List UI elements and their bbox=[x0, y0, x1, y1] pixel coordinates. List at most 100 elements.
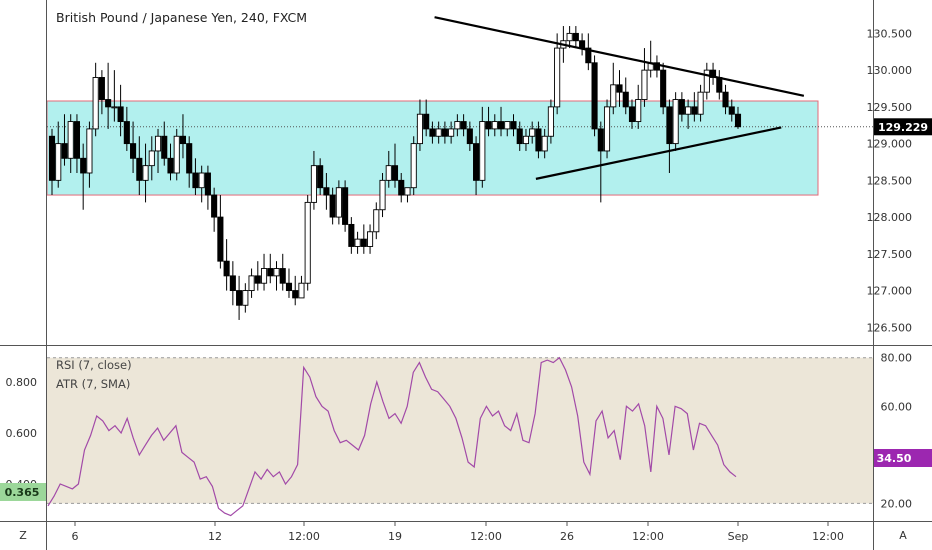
price-tick-label: 129.500 bbox=[867, 101, 913, 114]
candle-body bbox=[117, 106, 124, 123]
candle-body bbox=[597, 128, 604, 152]
candle-series bbox=[48, 26, 742, 320]
rsi-value-label: 34.50 bbox=[877, 452, 912, 465]
candle-body bbox=[734, 113, 742, 128]
candle-body bbox=[292, 290, 299, 299]
candle-body bbox=[111, 106, 118, 109]
timezone-button[interactable]: Z bbox=[19, 529, 27, 542]
candle-body bbox=[273, 268, 280, 277]
candle-body bbox=[535, 128, 542, 152]
candle-body bbox=[198, 172, 205, 189]
candle-body bbox=[342, 187, 349, 225]
time-tick-label: 12:00 bbox=[288, 530, 320, 543]
price-tick-label: 129.000 bbox=[867, 138, 913, 151]
candle-body bbox=[491, 121, 498, 130]
candle-body bbox=[260, 268, 268, 284]
candle-body bbox=[204, 172, 211, 196]
candle-body bbox=[80, 157, 87, 174]
price-tick-label: 127.500 bbox=[867, 248, 913, 261]
last-price-tag: 129.229 bbox=[874, 118, 932, 136]
price-tick-label: 130.000 bbox=[867, 64, 913, 77]
candle-body bbox=[148, 150, 155, 167]
candle-body bbox=[410, 143, 417, 189]
candle-body bbox=[173, 135, 180, 174]
candle-body bbox=[236, 290, 243, 306]
price-axis[interactable]: 130.500 130.000 129.500 129.000 128.500 128.0… bbox=[867, 27, 913, 334]
candle-body bbox=[154, 135, 162, 152]
indicator-tick-label: 20.00 bbox=[881, 497, 913, 510]
candle-body bbox=[130, 143, 137, 159]
candle-body bbox=[466, 128, 473, 145]
main-pane[interactable]: British Pound / Japanese Yen, 240, FXCM bbox=[46, 10, 873, 320]
candle-body bbox=[554, 47, 561, 108]
price-tick-label: 130.500 bbox=[867, 27, 913, 40]
candle-body bbox=[672, 99, 679, 145]
trend-line[interactable] bbox=[434, 16, 805, 97]
trend-lines[interactable] bbox=[434, 16, 805, 180]
candle-body bbox=[310, 165, 317, 203]
candle-body bbox=[448, 128, 455, 137]
indicator-tick-label: 60.00 bbox=[881, 400, 913, 413]
indicator-pane[interactable]: RSI (7, close) ATR (7, SMA) bbox=[47, 356, 873, 517]
candle-body bbox=[460, 121, 467, 130]
candle-body bbox=[367, 231, 374, 247]
candle-body bbox=[547, 106, 554, 137]
time-tick-label: 12:00 bbox=[470, 530, 502, 543]
candle-body bbox=[603, 106, 611, 152]
candle-body bbox=[660, 69, 667, 108]
candle-body bbox=[167, 157, 174, 174]
candle-body bbox=[317, 165, 324, 189]
candle-body bbox=[67, 121, 74, 159]
rsi-legend[interactable]: RSI (7, close) bbox=[56, 358, 132, 372]
candle-body bbox=[685, 106, 692, 115]
candle-body bbox=[504, 121, 511, 130]
candle-body bbox=[454, 121, 461, 130]
candle-body bbox=[566, 32, 573, 42]
candle-body bbox=[105, 99, 112, 108]
candle-body bbox=[398, 179, 405, 196]
candle-body bbox=[485, 121, 492, 130]
price-tick-label: 128.500 bbox=[867, 174, 913, 187]
time-tick-label: 6 bbox=[72, 530, 79, 543]
last-price-label: 129.229 bbox=[878, 121, 928, 134]
candle-body bbox=[473, 143, 480, 181]
candle-body bbox=[379, 179, 386, 211]
auto-scale-button[interactable]: A bbox=[899, 529, 907, 542]
time-axis[interactable]: 6 12 12:00 19 12:00 26 12:00 Sep 12:00 bbox=[72, 522, 844, 543]
candle-body bbox=[86, 128, 93, 174]
candle-body bbox=[55, 143, 62, 181]
candle-body bbox=[585, 47, 592, 64]
candle-body bbox=[304, 201, 311, 284]
candle-body bbox=[691, 106, 698, 115]
candle-body bbox=[579, 40, 586, 49]
candle-body bbox=[404, 187, 411, 196]
candle-body bbox=[441, 128, 448, 137]
candle-body bbox=[385, 165, 392, 181]
atr-value-label: 0.365 bbox=[5, 486, 40, 499]
candle-body bbox=[641, 69, 648, 100]
candle-body bbox=[211, 194, 218, 218]
atr-legend[interactable]: ATR (7, SMA) bbox=[56, 377, 130, 391]
candle-body bbox=[622, 91, 629, 108]
trend-line[interactable] bbox=[535, 126, 782, 180]
candle-body bbox=[391, 165, 399, 181]
candle-body bbox=[678, 99, 685, 115]
candle-body bbox=[572, 32, 579, 42]
candle-body bbox=[48, 135, 56, 181]
candle-body bbox=[666, 106, 673, 145]
candle-body bbox=[217, 216, 224, 262]
candle-body bbox=[329, 194, 336, 218]
candle-body bbox=[728, 106, 735, 115]
time-tick-label: Sep bbox=[728, 530, 749, 543]
candle-body bbox=[186, 143, 193, 174]
candle-body bbox=[697, 91, 704, 115]
candle-body bbox=[722, 91, 729, 108]
candle-body bbox=[267, 268, 274, 277]
candle-body bbox=[73, 121, 80, 159]
candle-body bbox=[279, 268, 286, 284]
candle-body bbox=[653, 62, 660, 71]
rsi-value-tag: 34.50 bbox=[874, 449, 932, 467]
